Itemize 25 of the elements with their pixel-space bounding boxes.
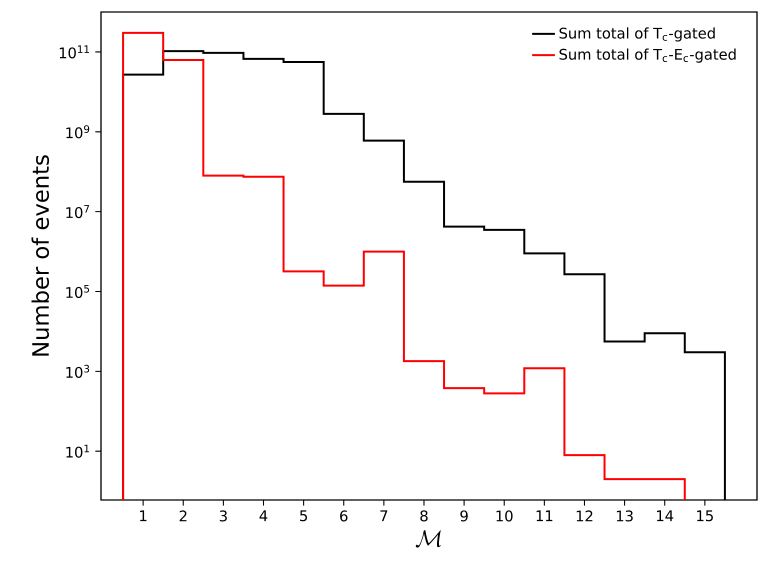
y-tick-label: 10$^{11}$ — [60, 45, 89, 58]
x-tick-label: 5 — [300, 510, 308, 522]
x-tick-label: 12 — [576, 510, 592, 522]
x-tick-label: 14 — [657, 510, 674, 522]
y-tick-label: 10$^{3}$ — [66, 364, 90, 378]
x-tick-label: 11 — [536, 510, 552, 522]
x-tick-label: 4 — [260, 510, 268, 522]
x-tick-label: 1 — [140, 510, 146, 522]
x-tick-label: 7 — [380, 510, 388, 522]
x-tick-label: 15 — [697, 510, 713, 522]
x-tick-label: 2 — [180, 510, 186, 522]
x-tick-label: 10 — [496, 510, 513, 522]
x-tick-label: 13 — [616, 510, 633, 522]
y-tick-label: 10$^{1}$ — [66, 444, 89, 458]
x-axis-title: $\mathcal{M}$ — [416, 530, 441, 548]
x-tick-label: 8 — [420, 510, 428, 522]
y-axis-title: Number of events — [32, 155, 50, 356]
x-tick-label: 6 — [340, 510, 348, 522]
y-tick-label: 10$^{9}$ — [66, 125, 90, 138]
legend-label: Sum total of T$_{c}$-E$_{c}$-gated — [560, 48, 736, 63]
y-tick-label: 10$^{5}$ — [66, 285, 90, 298]
y-tick-label: 10$^{7}$ — [66, 205, 90, 218]
legend-label: Sum total of T$_{c}$-gated — [560, 27, 715, 42]
x-tick-label: 9 — [460, 510, 468, 522]
x-tick-label: 3 — [220, 510, 227, 522]
